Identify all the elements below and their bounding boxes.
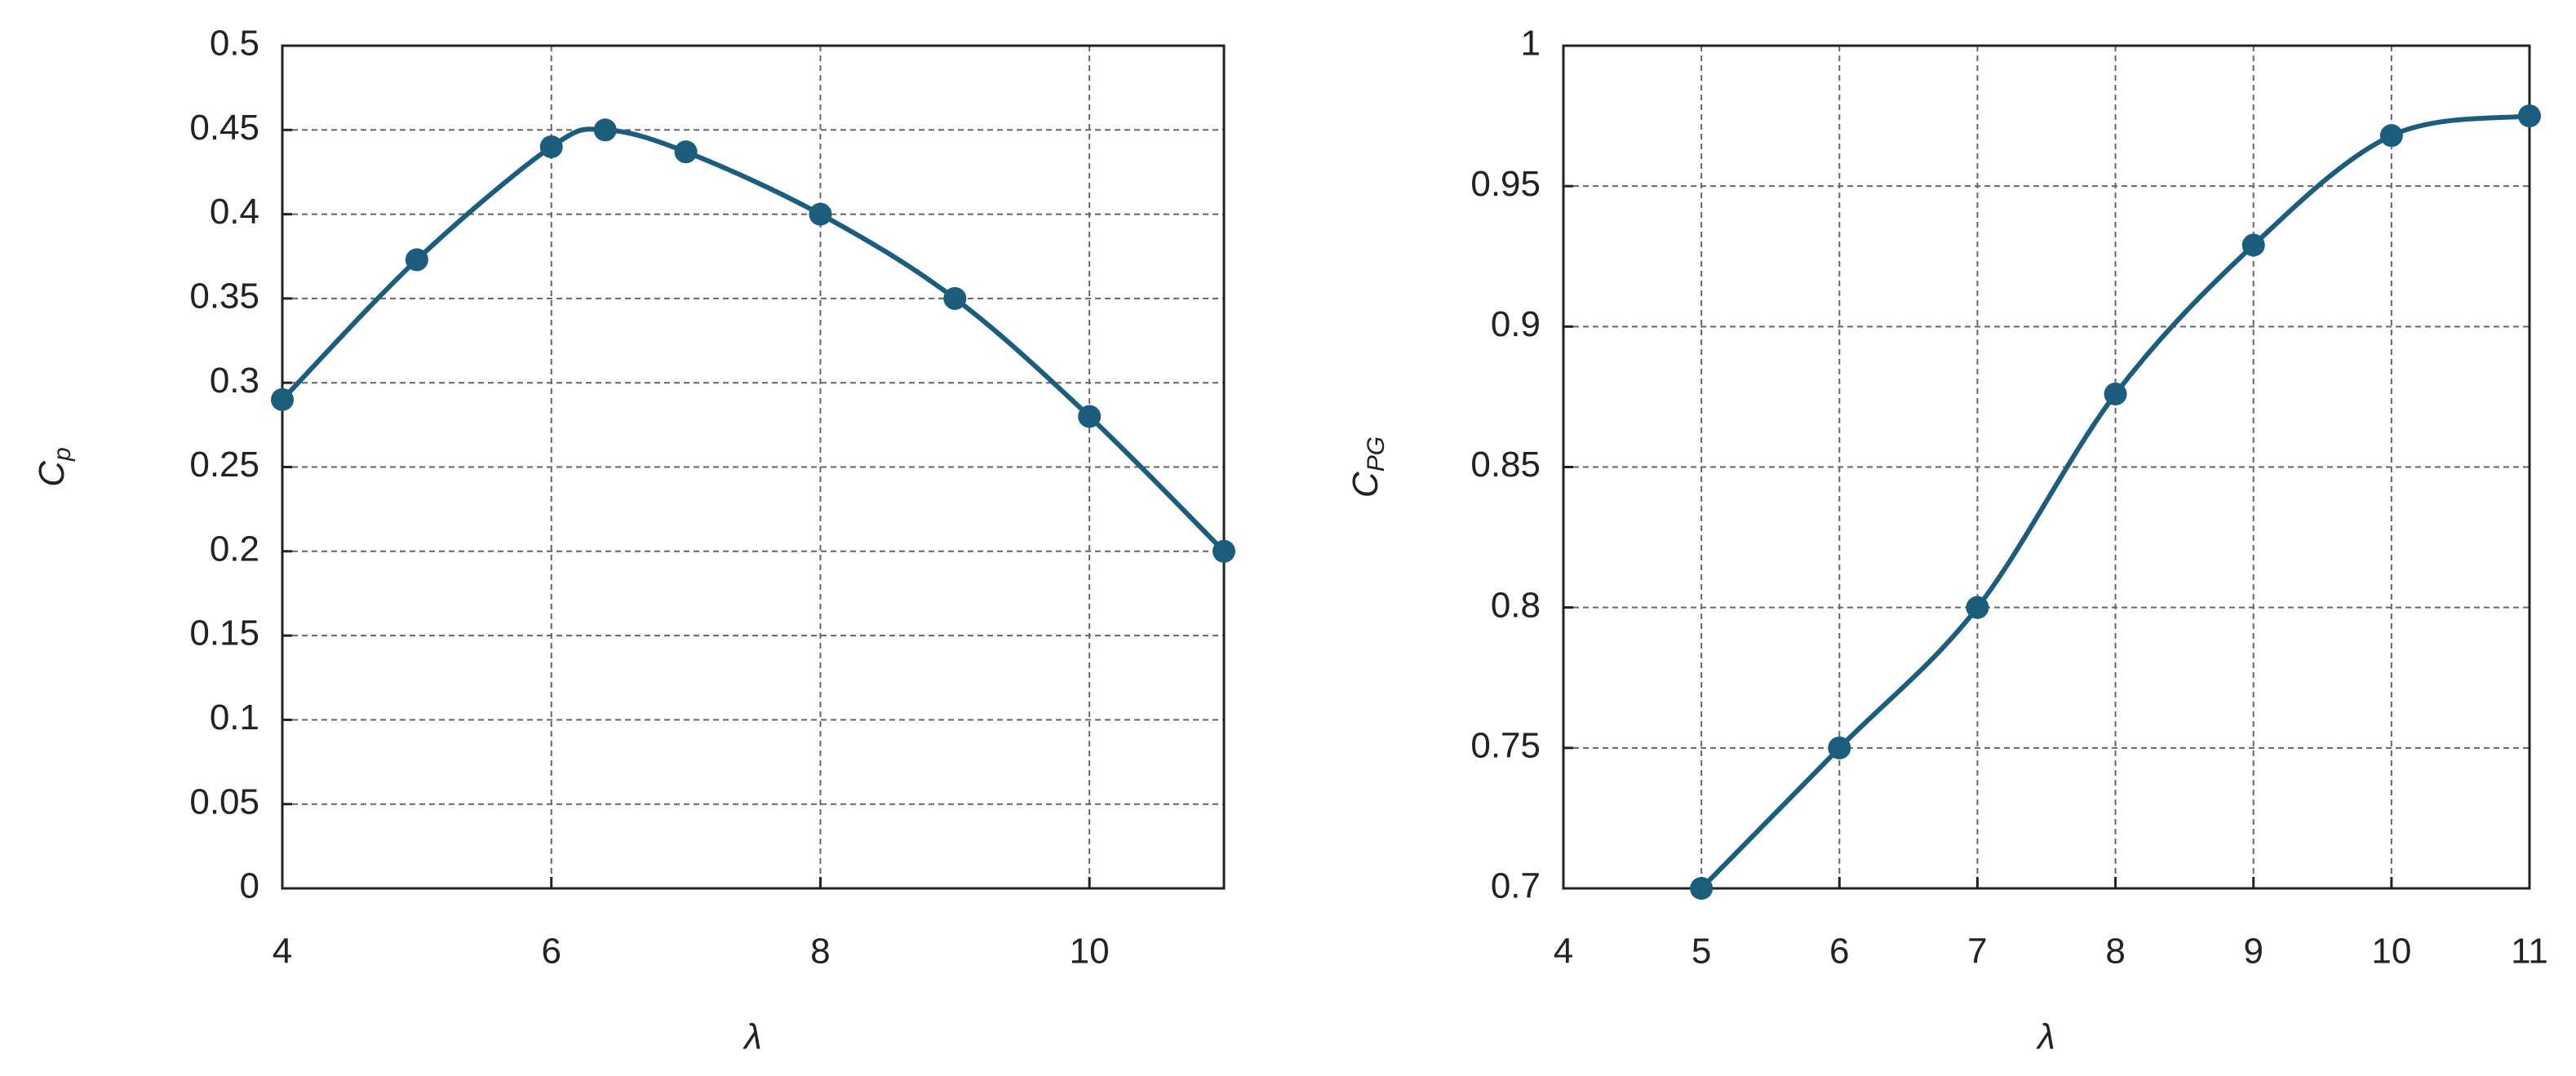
y-tick-label: 0.25 <box>189 445 259 485</box>
y-tick-label: 1 <box>1521 24 1541 64</box>
y-axis-label-main: C <box>32 460 72 487</box>
chart-panel: 0 0.05 0.1 0.15 0.2 0.25 0.3 0.35 0.4 0.45 0.5 4 6 8 1… <box>32 24 1235 1057</box>
y-tick-label: 0.1 <box>210 697 259 737</box>
y-tick-label: 0 <box>240 866 259 906</box>
y-tick-label: 0.8 <box>1491 585 1541 625</box>
data-point <box>2518 104 2541 128</box>
data-point <box>2241 233 2265 257</box>
y-tick-label: 0.75 <box>1470 725 1541 765</box>
data-point <box>809 202 832 226</box>
data-point <box>1213 539 1235 563</box>
x-tick-label: 10 <box>1070 932 1110 972</box>
y-tick-label: 0.2 <box>210 529 259 569</box>
data-point <box>674 140 698 164</box>
data-point <box>2104 382 2127 405</box>
x-axis-label: λ <box>2036 1017 2055 1057</box>
x-axis-label: λ <box>743 1017 762 1057</box>
y-tick-label: 0.4 <box>210 192 259 232</box>
y-tick-label: 0.9 <box>1491 304 1541 344</box>
x-tick-label: 10 <box>2371 932 2411 972</box>
data-point <box>1078 405 1102 428</box>
y-tick-label: 0.5 <box>210 24 259 64</box>
y-tick-label: 0.85 <box>1470 445 1541 485</box>
x-tick-label: 8 <box>2105 932 2125 972</box>
x-tick-label: 4 <box>273 932 292 972</box>
plot-frame <box>281 44 1226 890</box>
y-axis-label-sub: p <box>49 447 76 462</box>
plot-frame <box>1562 44 2531 890</box>
y-axis-label: CPG <box>1346 436 1390 498</box>
x-tick-label: 9 <box>2243 932 2263 972</box>
y-axis-label-main: C <box>1346 471 1386 498</box>
y-tick-label: 0.35 <box>189 277 259 317</box>
data-point <box>1828 736 1851 759</box>
data-point <box>2379 124 2403 148</box>
x-tick-label: 7 <box>1967 932 1987 972</box>
chart-panel: 0.7 0.75 0.8 0.85 0.9 0.95 1 4 5 6 7 8 9 10 11 λ CPG <box>1346 24 2548 1057</box>
y-tick-label: 0.05 <box>189 782 259 821</box>
y-axis-label-sub: PG <box>1363 436 1390 472</box>
x-tick-label: 11 <box>2511 932 2548 972</box>
data-line <box>280 126 1226 553</box>
y-tick-label: 0.45 <box>189 108 259 148</box>
y-tick-label: 0.3 <box>210 361 259 401</box>
y-tick-label: 0.15 <box>189 613 259 653</box>
y-axis-label: Cp <box>32 447 76 486</box>
y-tick-label: 0.7 <box>1491 866 1541 906</box>
x-tick-label: 5 <box>1691 932 1711 972</box>
x-tick-label: 4 <box>1554 932 1573 972</box>
x-tick-label: 6 <box>1829 932 1849 972</box>
x-tick-label: 6 <box>541 932 561 972</box>
x-tick-label: 8 <box>810 932 830 972</box>
y-tick-label: 0.95 <box>1470 164 1541 204</box>
data-point <box>1690 877 1714 900</box>
data-point <box>1966 596 1989 619</box>
data-point <box>539 135 563 158</box>
data-point <box>405 248 428 272</box>
data-point <box>593 118 617 142</box>
data-point <box>943 286 967 310</box>
data-point <box>271 387 294 411</box>
